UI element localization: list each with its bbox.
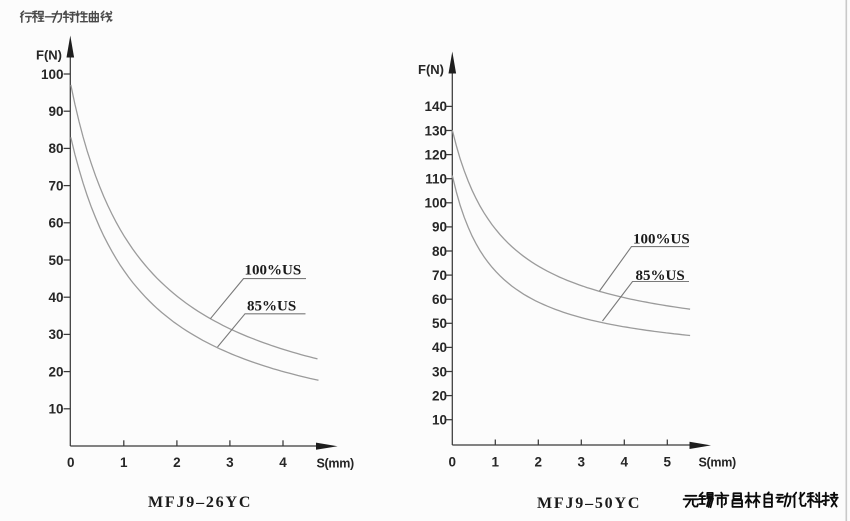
svg-text:70: 70 [48,178,63,193]
svg-text:130: 130 [424,123,447,138]
svg-text:4: 4 [279,455,287,470]
svg-text:3: 3 [578,455,586,470]
svg-text:10: 10 [432,413,447,428]
svg-text:2: 2 [535,455,543,470]
svg-text:0: 0 [67,455,75,470]
svg-text:S(mm): S(mm) [699,456,737,470]
svg-text:0: 0 [449,455,457,470]
svg-text:110: 110 [425,172,447,187]
svg-text:1: 1 [120,455,128,470]
svg-text:20: 20 [432,388,447,403]
svg-text:60: 60 [48,216,63,231]
svg-text:50: 50 [48,253,63,268]
svg-text:70: 70 [432,268,447,283]
svg-text:20: 20 [48,364,63,379]
svg-text:85%US: 85%US [247,299,296,315]
svg-text:S(mm): S(mm) [317,457,355,471]
svg-text:120: 120 [424,147,447,162]
svg-text:1: 1 [492,455,500,470]
svg-text:90: 90 [48,104,63,119]
svg-text:80: 80 [48,141,63,156]
svg-text:30: 30 [48,327,63,342]
svg-text:80: 80 [432,244,447,259]
svg-text:40: 40 [432,340,447,355]
svg-text:10: 10 [48,402,63,417]
svg-text:50: 50 [432,316,447,331]
svg-text:140: 140 [424,99,447,114]
svg-text:MFJ9–26YC: MFJ9–26YC [148,494,252,511]
svg-text:F(N): F(N) [36,48,62,63]
svg-text:90: 90 [432,220,447,235]
svg-text:2: 2 [173,455,181,470]
svg-text:F(N): F(N) [418,62,444,77]
svg-text:40: 40 [48,290,63,305]
svg-text:100%US: 100%US [245,263,302,279]
svg-text:100: 100 [424,196,447,211]
svg-text:3: 3 [226,455,234,470]
svg-text:100: 100 [41,67,64,82]
svg-text:30: 30 [432,364,447,379]
svg-text:MFJ9–50YC: MFJ9–50YC [537,495,641,512]
svg-text:5: 5 [664,455,672,470]
svg-text:4: 4 [621,455,629,470]
svg-text:85%US: 85%US [636,268,685,284]
svg-text:60: 60 [432,292,447,307]
svg-text:100%US: 100%US [633,231,690,247]
